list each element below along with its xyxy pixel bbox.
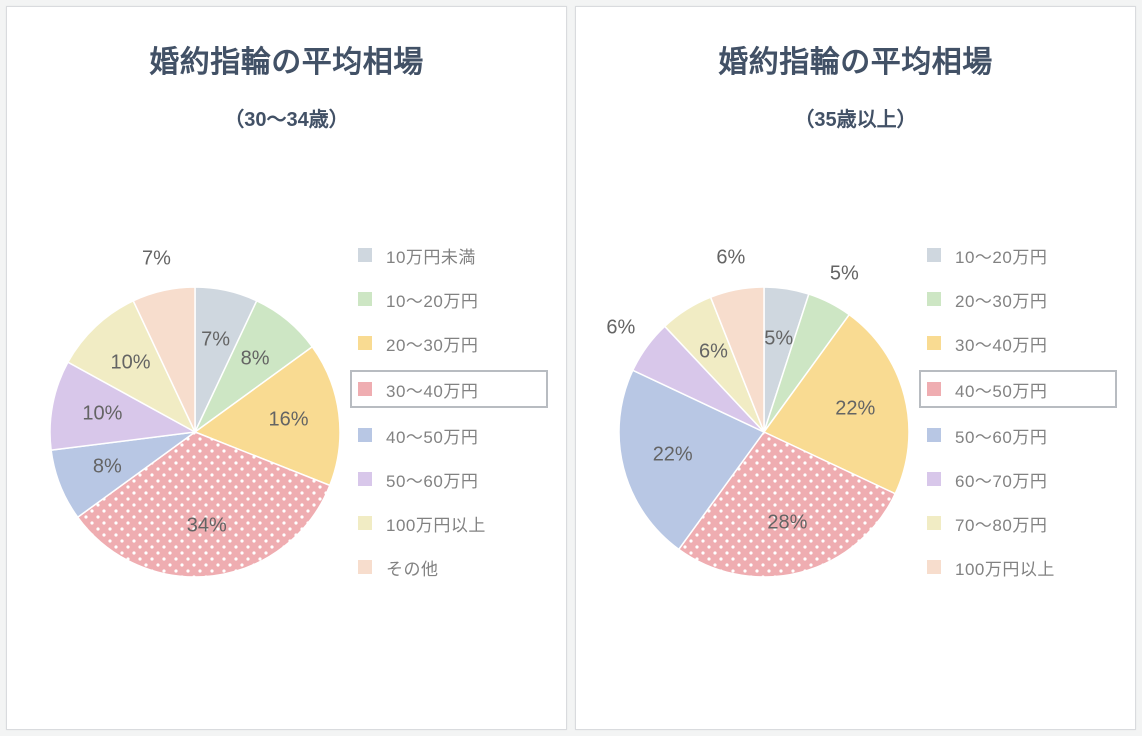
slice-label: 7% [142,248,171,271]
slice-label: 5% [764,327,793,350]
legend-swatch [358,428,372,442]
legend-swatch [927,292,941,306]
legend-swatch [358,472,372,486]
legend-item: 100万円以上 [927,554,1117,580]
legend-swatch [358,560,372,574]
legend-label: 20〜30万円 [386,331,478,356]
legend-swatch [927,472,941,486]
slice-label: 22% [835,397,875,420]
legend-label: 100万円以上 [386,511,486,536]
legend-swatch [358,382,372,396]
legend-swatch [927,248,941,262]
pie-chart: 7%8%16%34%8%10%10%7% [35,262,335,562]
legend-item: 10〜20万円 [927,242,1117,268]
panel-left: 婚約指輪の平均相場 （30〜34歳） 7% 8% 16% 34% 8% 10% 10% 7% … [6,6,567,730]
legend-label: 20〜30万円 [955,287,1047,312]
legend-label: 50〜60万円 [386,467,478,492]
legend-label: 10〜20万円 [386,287,478,312]
legend-item: 40〜50万円 [358,422,548,448]
chart-title: 婚約指輪の平均相場 [594,37,1117,81]
slice-label: 22% [653,444,693,467]
slice-label: 6% [716,247,745,270]
legend-label: 100万円以上 [955,555,1055,580]
legend-swatch [927,336,941,350]
legend-swatch [927,516,941,530]
chart-subtitle: （35歳以上） [594,103,1117,132]
legend-item: 20〜30万円 [358,330,548,356]
slice-label: 10% [110,352,150,375]
legend-swatch [927,560,941,574]
legend-item: 70〜80万円 [927,510,1117,536]
legend: 10〜20万円 20〜30万円 30〜40万円 40〜50万円 50〜60万円 60〜70… [927,242,1117,598]
legend-label: 10〜20万円 [955,243,1047,268]
legend-label: 70〜80万円 [955,511,1047,536]
slice-label: 7% [201,329,230,352]
legend-label: 40〜50万円 [386,423,478,448]
legend-item: 40〜50万円 [919,370,1117,408]
legend: 10万円未満 10〜20万円 20〜30万円 30〜40万円 40〜50万円 50〜60万… [358,242,548,598]
legend-label: 60〜70万円 [955,467,1047,492]
slice-label: 6% [606,317,635,340]
legend-swatch [358,336,372,350]
legend-label: 30〜40万円 [386,377,478,402]
slice-label: 28% [767,512,807,535]
slice-label: 16% [268,409,308,432]
legend-label: その他 [386,555,439,580]
slice-label: 5% [830,263,859,286]
chart-area: 5% 5% 22% 28% 22% 6% 6% 6% 10〜20万円 20〜30万円 30〜40万… [594,242,1117,642]
legend-item: 60〜70万円 [927,466,1117,492]
legend-item: 100万円以上 [358,510,548,536]
legend-item: 50〜60万円 [358,466,548,492]
legend-label: 40〜50万円 [955,377,1047,402]
legend-label: 10万円未満 [386,243,476,268]
legend-label: 50〜60万円 [955,423,1047,448]
legend-swatch [927,382,941,396]
slice-label: 6% [699,341,728,364]
pie-chart: 5%5%22%28%22%6%6%6% [604,262,904,562]
legend-swatch [358,248,372,262]
legend-item: 50〜60万円 [927,422,1117,448]
slice-label: 8% [93,455,122,478]
legend-item: その他 [358,554,548,580]
legend-item: 30〜40万円 [927,330,1117,356]
slice-label: 10% [82,403,122,426]
slice-label: 34% [187,514,227,537]
legend-swatch [358,292,372,306]
legend-label: 30〜40万円 [955,331,1047,356]
legend-item: 30〜40万円 [350,370,548,408]
slice-label: 8% [241,348,270,371]
legend-swatch [927,428,941,442]
legend-swatch [358,516,372,530]
chart-subtitle: （30〜34歳） [25,103,548,132]
legend-item: 20〜30万円 [927,286,1117,312]
panel-right: 婚約指輪の平均相場 （35歳以上） 5% 5% 22% 28% 22% 6% 6% 6% 10… [575,6,1136,730]
chart-area: 7% 8% 16% 34% 8% 10% 10% 7% 10万円未満 10〜20万円 20〜30万… [25,242,548,642]
legend-item: 10万円未満 [358,242,548,268]
page: 婚約指輪の平均相場 （30〜34歳） 7% 8% 16% 34% 8% 10% 10% 7% … [0,0,1142,736]
legend-item: 10〜20万円 [358,286,548,312]
chart-title: 婚約指輪の平均相場 [25,37,548,81]
